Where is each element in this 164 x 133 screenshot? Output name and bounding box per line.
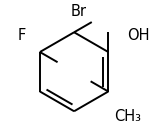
Text: OH: OH [127,28,150,43]
Text: F: F [17,28,25,43]
Text: Br: Br [71,4,87,19]
Text: CH₃: CH₃ [114,109,141,124]
